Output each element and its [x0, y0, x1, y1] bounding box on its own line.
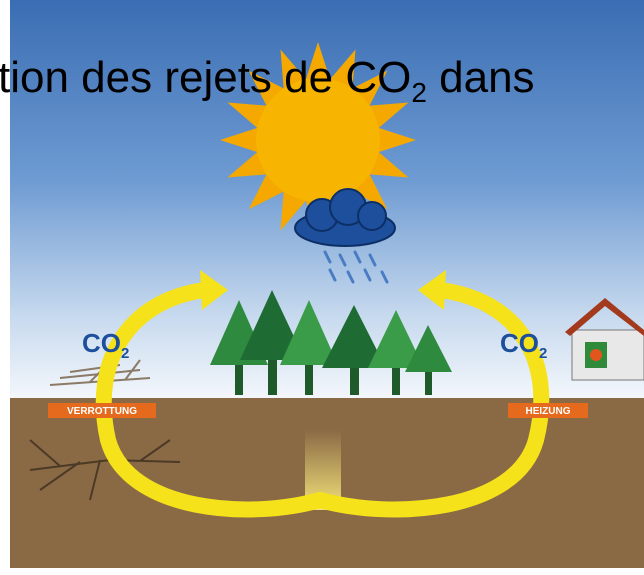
co2-label-left-sub: 2 [121, 345, 129, 362]
co2-label-left-main: CO [82, 328, 121, 358]
title-after: dans [427, 53, 535, 102]
co2-cycle-illustration: CO2 CO2 VERROTTUNG HEIZUNG tion des reje… [0, 0, 644, 575]
co2-label-right-sub: 2 [539, 345, 547, 362]
tag-left: VERROTTUNG [67, 406, 137, 417]
title: tion des rejets de CO2 dans [0, 53, 535, 108]
tag-right: HEIZUNG [526, 406, 571, 417]
title-sub: 2 [411, 77, 427, 108]
title-before: tion des rejets de CO [0, 53, 411, 102]
co2-label-right-main: CO [500, 328, 539, 358]
